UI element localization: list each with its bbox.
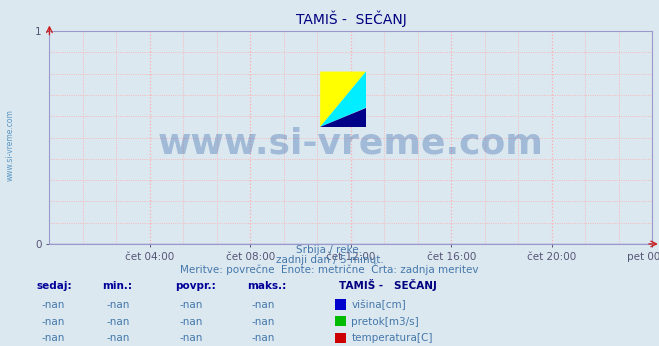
- Text: temperatura[C]: temperatura[C]: [351, 333, 433, 343]
- Title: TAMIŠ -  SEČANJ: TAMIŠ - SEČANJ: [295, 11, 407, 27]
- Text: -nan: -nan: [107, 317, 130, 327]
- Text: -nan: -nan: [179, 333, 203, 343]
- Text: www.si-vreme.com: www.si-vreme.com: [5, 109, 14, 181]
- Text: -nan: -nan: [107, 300, 130, 310]
- Text: TAMIŠ -   SEČANJ: TAMIŠ - SEČANJ: [339, 279, 438, 291]
- Text: -nan: -nan: [41, 300, 65, 310]
- Text: -nan: -nan: [252, 317, 275, 327]
- Text: višina[cm]: višina[cm]: [351, 300, 406, 310]
- Polygon shape: [320, 72, 366, 127]
- Text: -nan: -nan: [252, 300, 275, 310]
- Text: povpr.:: povpr.:: [175, 281, 215, 291]
- Text: -nan: -nan: [179, 300, 203, 310]
- Text: zadnji dan / 5 minut.: zadnji dan / 5 minut.: [275, 255, 384, 265]
- Polygon shape: [320, 72, 366, 127]
- Text: -nan: -nan: [179, 317, 203, 327]
- Text: -nan: -nan: [252, 333, 275, 343]
- Text: Srbija / reke.: Srbija / reke.: [297, 245, 362, 255]
- Text: maks.:: maks.:: [247, 281, 287, 291]
- Text: www.si-vreme.com: www.si-vreme.com: [158, 127, 544, 161]
- Polygon shape: [320, 108, 366, 127]
- Text: Meritve: povrečne  Enote: metrične  Črta: zadnja meritev: Meritve: povrečne Enote: metrične Črta: …: [181, 263, 478, 275]
- Text: -nan: -nan: [41, 317, 65, 327]
- Text: sedaj:: sedaj:: [36, 281, 72, 291]
- Text: pretok[m3/s]: pretok[m3/s]: [351, 317, 419, 327]
- Text: -nan: -nan: [41, 333, 65, 343]
- Text: -nan: -nan: [107, 333, 130, 343]
- Text: min.:: min.:: [102, 281, 132, 291]
